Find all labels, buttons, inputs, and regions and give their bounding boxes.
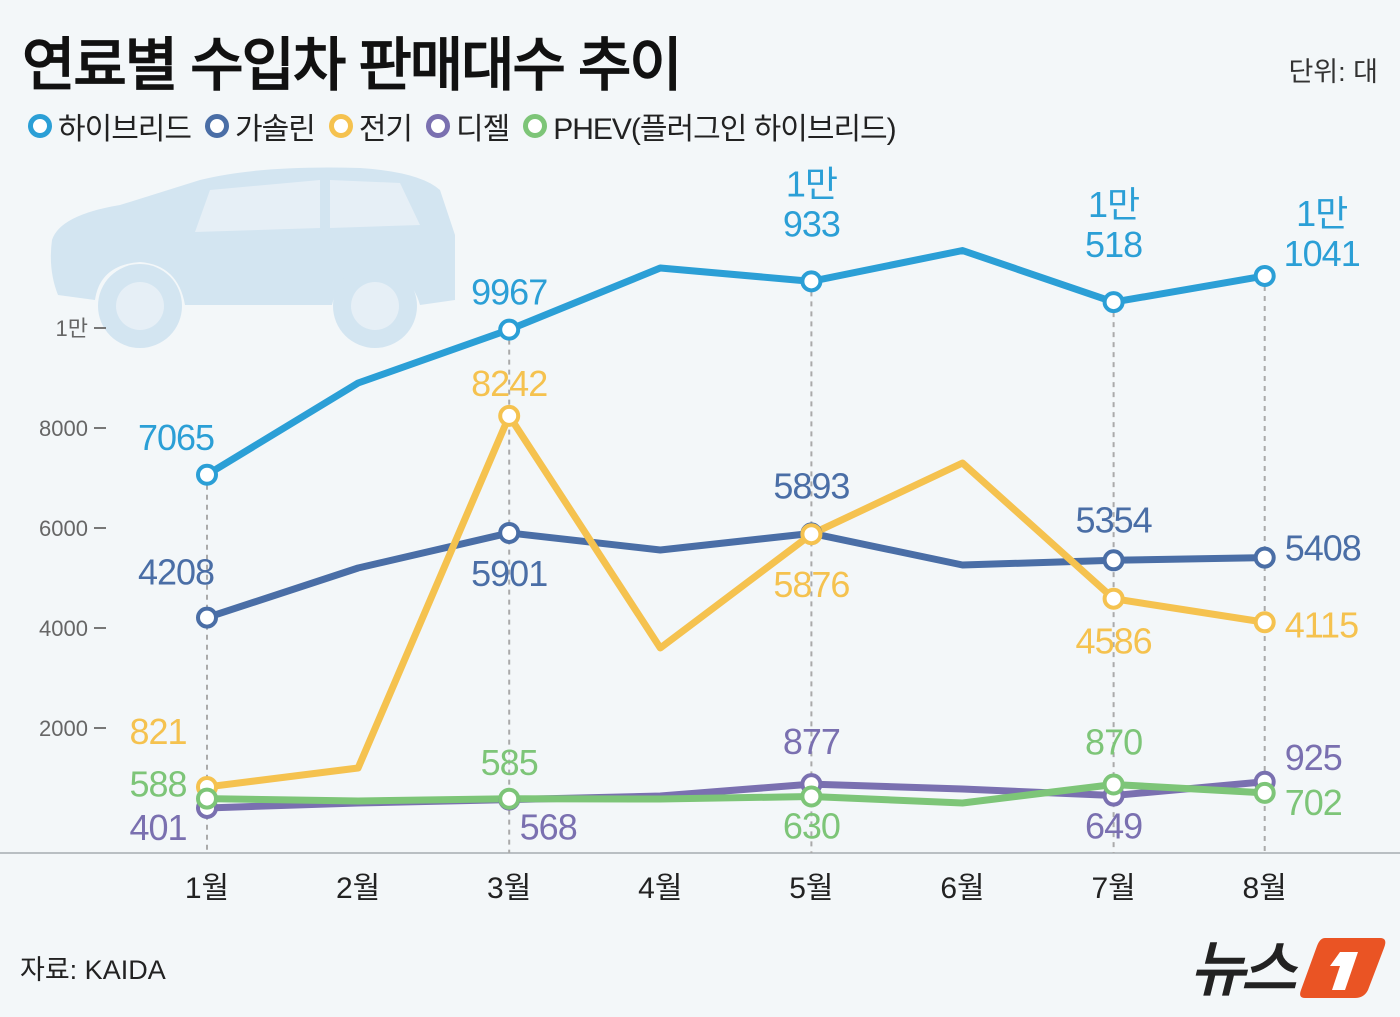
data-label: 702: [1285, 782, 1342, 823]
data-point: [498, 404, 521, 427]
data-label: 630: [783, 806, 840, 847]
data-point: [1102, 291, 1125, 314]
legend-marker-icon: [28, 114, 52, 138]
legend-label: PHEV(플러그인 하이브리드): [553, 113, 896, 146]
data-point: [800, 523, 823, 546]
data-label: 5408: [1285, 528, 1361, 569]
data-label: 5893: [773, 465, 849, 506]
data-point: [800, 270, 823, 293]
data-point: [1102, 549, 1125, 572]
data-label: 401: [129, 807, 186, 848]
y-tick-label: 6000: [39, 516, 88, 541]
data-label-line: 1만: [1088, 184, 1139, 225]
x-tick-label: 6월: [940, 872, 984, 905]
data-label: 5354: [1076, 499, 1152, 540]
x-tick-label: 3월: [487, 872, 531, 905]
unit-label: 단위: 대: [1288, 57, 1378, 87]
legend-label: 하이브리드: [58, 113, 192, 146]
legend-marker-icon: [523, 114, 548, 138]
data-point: [196, 787, 218, 810]
source-label: 자료: KAIDA: [20, 955, 166, 985]
data-label: 821: [129, 711, 186, 752]
x-tick-label: 2월: [336, 872, 380, 905]
data-point: [1102, 587, 1125, 610]
data-label: 588: [129, 764, 186, 805]
data-point: [1102, 773, 1125, 796]
car-illustration-icon: [50, 167, 455, 348]
data-label-line: 1041: [1284, 233, 1360, 274]
chart-title: 연료별 수입차 판매대수 추이: [22, 33, 683, 98]
legend-marker-icon: [426, 114, 451, 138]
legend-label: 디젤: [456, 113, 510, 146]
data-label: 5876: [773, 564, 849, 605]
y-tick-label: 8000: [39, 416, 88, 441]
legend-item: 전기: [328, 104, 413, 148]
data-point: [800, 785, 823, 808]
y-tick-label: 4000: [39, 616, 88, 641]
legend-marker-icon: [328, 114, 353, 138]
series-line: [205, 529, 1265, 621]
data-point: [1253, 264, 1276, 287]
data-point: [498, 787, 521, 810]
series-line: [206, 412, 1266, 791]
legend-item: 하이브리드: [28, 104, 192, 148]
news1-logo: 뉴스: [1190, 936, 1386, 1003]
series-line: [206, 781, 1265, 807]
data-point: [196, 463, 218, 486]
data-label: 568: [520, 807, 577, 848]
x-tick-label: 4월: [638, 872, 682, 905]
series-line: [205, 247, 1266, 478]
data-label: 4115: [1285, 604, 1358, 645]
x-tick-label: 7월: [1091, 872, 1135, 905]
data-point: [498, 521, 521, 544]
data-label: 4586: [1076, 621, 1152, 662]
data-label: 649: [1085, 806, 1142, 847]
legend-label: 가솔린: [235, 113, 316, 146]
data-point: [1253, 611, 1276, 634]
data-label: 5901: [471, 553, 547, 594]
data-label: 870: [1085, 722, 1142, 763]
data-label: 9967: [471, 272, 547, 313]
legend-marker-icon: [205, 114, 229, 138]
x-tick-label: 1월: [185, 872, 229, 905]
data-label: 8242: [471, 363, 547, 404]
x-tick-label: 8월: [1243, 872, 1287, 905]
data-label: 1만 1041: [1284, 193, 1360, 274]
data-point: [1253, 546, 1276, 569]
svg-text:뉴스: 뉴스: [1190, 936, 1299, 1003]
data-label: 877: [783, 721, 840, 762]
data-point: [498, 318, 521, 341]
data-point: [1253, 781, 1276, 804]
data-label: 1만 518: [1085, 184, 1142, 265]
data-label: 1만 933: [783, 163, 840, 244]
data-label-line: 518: [1085, 224, 1142, 265]
x-tick-label: 5월: [789, 872, 833, 905]
legend-item: 디젤: [426, 104, 510, 148]
legend-label: 전기: [358, 113, 413, 146]
data-label: 7065: [138, 417, 214, 458]
y-tick-label: 2000: [39, 716, 88, 741]
data-label-line: 1만: [1296, 193, 1347, 234]
legend: 하이브리드 가솔린 전기 디젤 PHEV(플러그인 하이브리드): [28, 104, 897, 148]
legend-item: 가솔린: [205, 104, 316, 148]
y-tick-label: 1만: [56, 316, 88, 341]
data-label: 585: [481, 742, 538, 783]
data-label: 925: [1285, 737, 1342, 778]
data-label: 4208: [138, 552, 214, 593]
data-label-line: 1만: [786, 163, 837, 204]
legend-item: PHEV(플러그인 하이브리드): [523, 104, 897, 148]
data-label-line: 933: [783, 203, 840, 244]
data-point: [196, 606, 218, 629]
